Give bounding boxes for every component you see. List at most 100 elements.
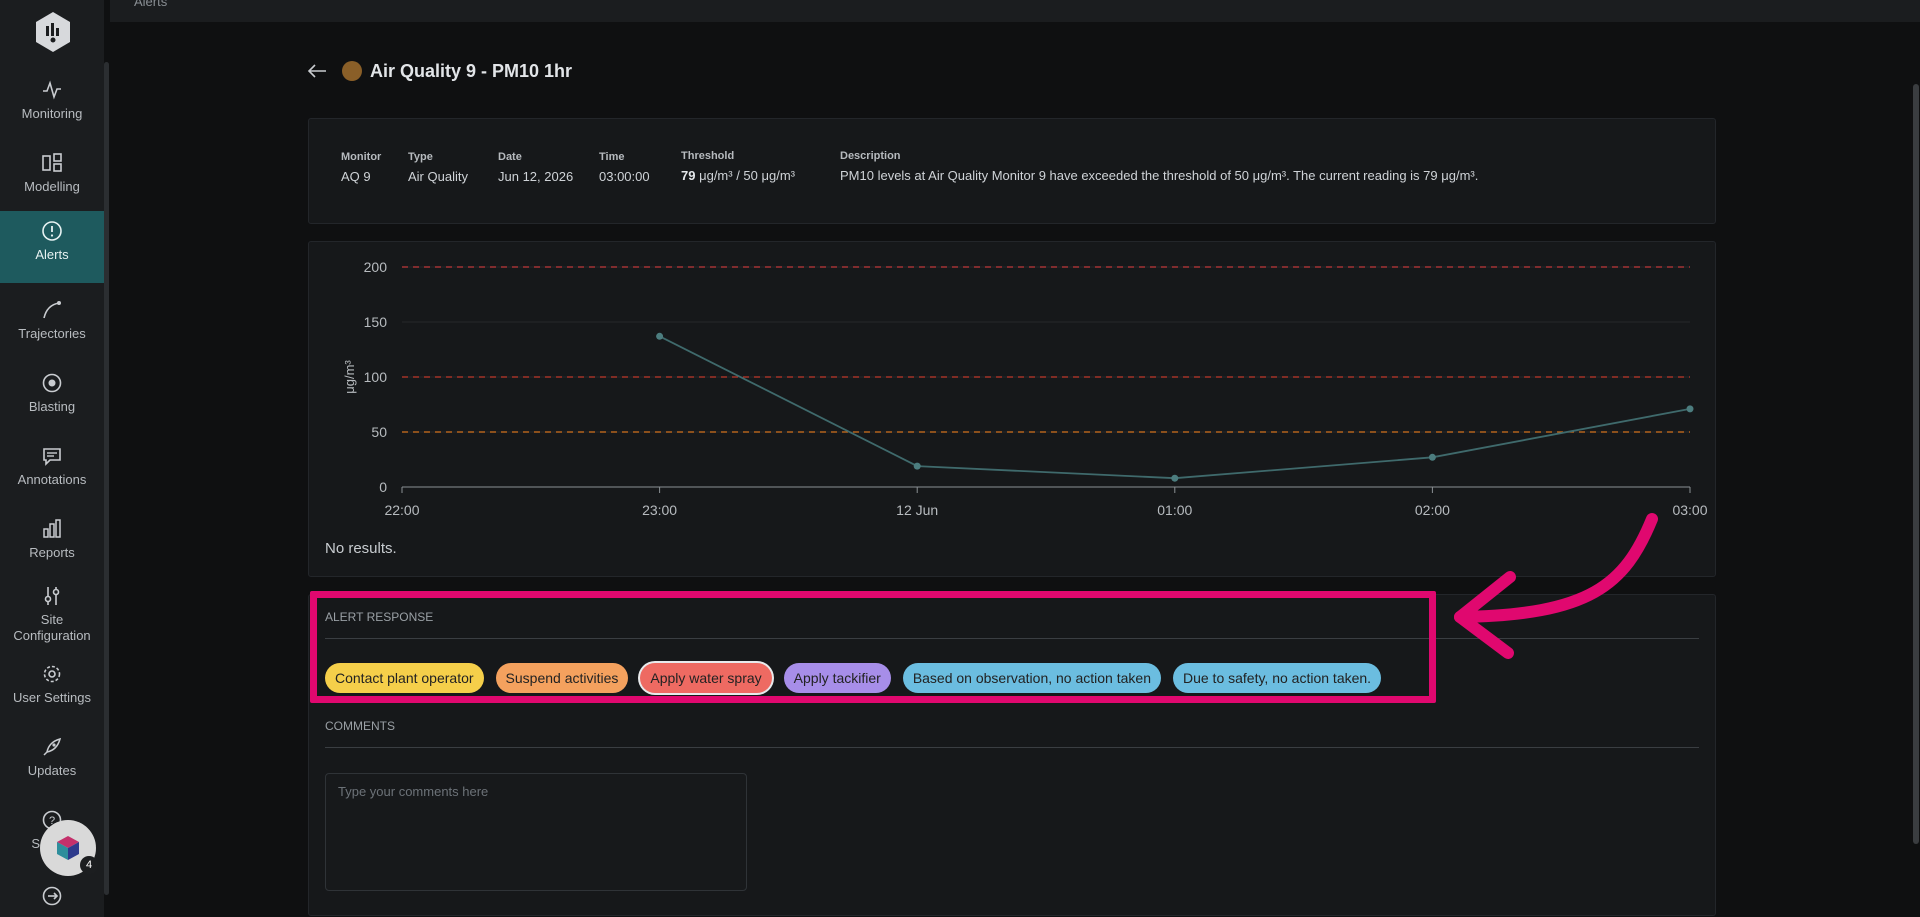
- x-tick-label: 12 Jun: [896, 502, 938, 518]
- sidebar-item-modelling[interactable]: Modelling: [0, 143, 104, 215]
- x-tick-label: 22:00: [384, 502, 419, 518]
- series-line: [659, 335, 1691, 480]
- type-value: Air Quality: [408, 169, 468, 184]
- chart-card: 0 50 100 150 200 22:00 23:00 12 Jun 01:00 02:00 03…: [308, 241, 1716, 577]
- data-point: [1171, 474, 1179, 482]
- type-label: Type: [408, 151, 433, 163]
- x-tick-label: 02:00: [1415, 502, 1450, 518]
- response-chip-apply-water-spray[interactable]: Apply water spray: [640, 663, 772, 693]
- bar-chart-icon: [40, 517, 64, 541]
- y-tick-label: 50: [371, 424, 387, 440]
- activity-icon: [40, 78, 64, 102]
- sidebar-item-label: Alerts: [35, 247, 69, 262]
- alert-circle-icon: [40, 219, 64, 243]
- threshold-label: Threshold: [681, 150, 735, 162]
- sidebar-item-label: User Settings: [12, 690, 92, 705]
- help-widget-icon: [57, 836, 79, 860]
- divider: [325, 638, 1699, 639]
- pm10-line-chart: 0 50 100 150 200 22:00 23:00 12 Jun 01:00 02:00 03…: [342, 259, 1708, 518]
- logout-icon: [40, 884, 64, 908]
- sidebar-item-label: Site Configuration: [13, 612, 91, 643]
- y-tick-label: 150: [364, 314, 388, 330]
- y-axis-label: μg/m³: [342, 360, 357, 394]
- page-header: Air Quality 9 - PM10 1hr: [306, 56, 572, 86]
- sidebar-item-alerts[interactable]: Alerts: [0, 211, 104, 283]
- sidebar-scrollbar[interactable]: [104, 62, 109, 895]
- response-chip-safety-no-action[interactable]: Due to safety, no action taken.: [1172, 663, 1382, 693]
- target-icon: [40, 371, 64, 395]
- sidebar-item-label: Trajectories: [18, 326, 86, 341]
- sidebar-item-site-configuration[interactable]: Site Configuration: [0, 576, 104, 646]
- time-field: Time 03:00:00: [599, 151, 650, 184]
- threshold-field: Threshold 79 μg/m³ / 50 μg/m³: [681, 150, 795, 183]
- date-label: Date: [498, 151, 522, 163]
- response-chip-apply-tackifier[interactable]: Apply tackifier: [783, 663, 891, 693]
- response-options: Contact plant operator Suspend activitie…: [325, 663, 1382, 693]
- sidebar-item-monitoring[interactable]: Monitoring: [0, 70, 104, 142]
- modelling-icon: [40, 151, 64, 175]
- data-point: [1686, 405, 1694, 413]
- date-value: Jun 12, 2026: [498, 169, 574, 184]
- date-field: Date Jun 12, 2026: [498, 151, 573, 184]
- description-value: PM10 levels at Air Quality Monitor 9 hav…: [840, 168, 1479, 183]
- description-label: Description: [840, 150, 901, 162]
- response-chip-suspend-activities[interactable]: Suspend activities: [495, 663, 629, 693]
- top-bar: Alerts: [110, 0, 1920, 22]
- comments-textarea[interactable]: Type your comments here: [325, 773, 747, 891]
- sidebar-item-label: Monitoring: [21, 106, 83, 121]
- x-tick-label: 23:00: [642, 502, 677, 518]
- threshold-value: 79 μg/m³ / 50 μg/m³: [681, 168, 795, 183]
- sidebar-item-updates[interactable]: Updates: [0, 727, 104, 799]
- sidebar-item-label: Annotations: [17, 472, 87, 487]
- no-results-text: No results.: [325, 540, 397, 557]
- status-dot: [342, 61, 362, 81]
- comment-icon: [40, 444, 64, 468]
- y-tick-label: 100: [364, 369, 388, 385]
- breadcrumb[interactable]: Alerts: [134, 0, 168, 9]
- sidebar-item-logout[interactable]: [0, 876, 104, 916]
- svg-text:?: ?: [49, 815, 55, 827]
- threshold-limit: μg/m³ / 50 μg/m³: [699, 168, 795, 183]
- alert-response-heading: ALERT RESPONSE: [325, 610, 434, 624]
- rocket-icon: [40, 735, 64, 759]
- alert-info-card: Monitor AQ 9 Type Air Quality Date Jun 1…: [308, 118, 1716, 224]
- time-label: Time: [599, 151, 625, 163]
- sliders-icon: [40, 584, 64, 608]
- gear-icon: [40, 662, 64, 686]
- app-logo[interactable]: [33, 10, 73, 54]
- x-tick-label: 01:00: [1157, 502, 1192, 518]
- y-tick-label: 200: [364, 259, 388, 275]
- annotation-highlight-box: [310, 591, 1436, 703]
- sidebar-item-reports[interactable]: Reports: [0, 509, 104, 581]
- sidebar-item-label: Blasting: [28, 399, 76, 414]
- help-badge-count: 4: [80, 856, 98, 874]
- divider: [325, 747, 1699, 748]
- alert-response-card: ALERT RESPONSE Contact plant operator Su…: [308, 594, 1716, 916]
- sidebar-item-user-settings[interactable]: User Settings: [0, 654, 104, 726]
- monitor-label: Monitor: [341, 151, 382, 163]
- page-scrollbar[interactable]: [1913, 84, 1919, 844]
- sidebar-item-label: Reports: [29, 545, 75, 560]
- data-point: [913, 462, 921, 470]
- response-chip-observation-no-action[interactable]: Based on observation, no action taken: [902, 663, 1161, 693]
- sidebar-item-trajectories[interactable]: Trajectories: [0, 290, 104, 362]
- data-point: [656, 332, 664, 340]
- sidebar: Monitoring Modelling Alerts Trajectories…: [0, 0, 104, 917]
- sidebar-item-label: Modelling: [24, 179, 80, 194]
- type-field: Type Air Quality: [408, 151, 468, 184]
- data-point: [1428, 453, 1436, 461]
- monitor-field: Monitor AQ 9: [341, 151, 381, 184]
- monitor-value: AQ 9: [341, 169, 371, 184]
- comments-heading: COMMENTS: [325, 719, 395, 733]
- description-field: Description PM10 levels at Air Quality M…: [840, 150, 1478, 183]
- x-tick-label: 03:00: [1672, 502, 1707, 518]
- annotation-arrow-icon: [1454, 513, 1658, 659]
- time-value: 03:00:00: [599, 169, 650, 184]
- page-title: Air Quality 9 - PM10 1hr: [370, 60, 573, 81]
- response-chip-contact-plant-operator[interactable]: Contact plant operator: [325, 663, 484, 693]
- sidebar-item-annotations[interactable]: Annotations: [0, 436, 104, 508]
- back-arrow-icon[interactable]: [306, 60, 328, 82]
- threshold-reading: 79: [681, 168, 696, 183]
- y-tick-label: 0: [379, 479, 387, 495]
- sidebar-item-blasting[interactable]: Blasting: [0, 363, 104, 435]
